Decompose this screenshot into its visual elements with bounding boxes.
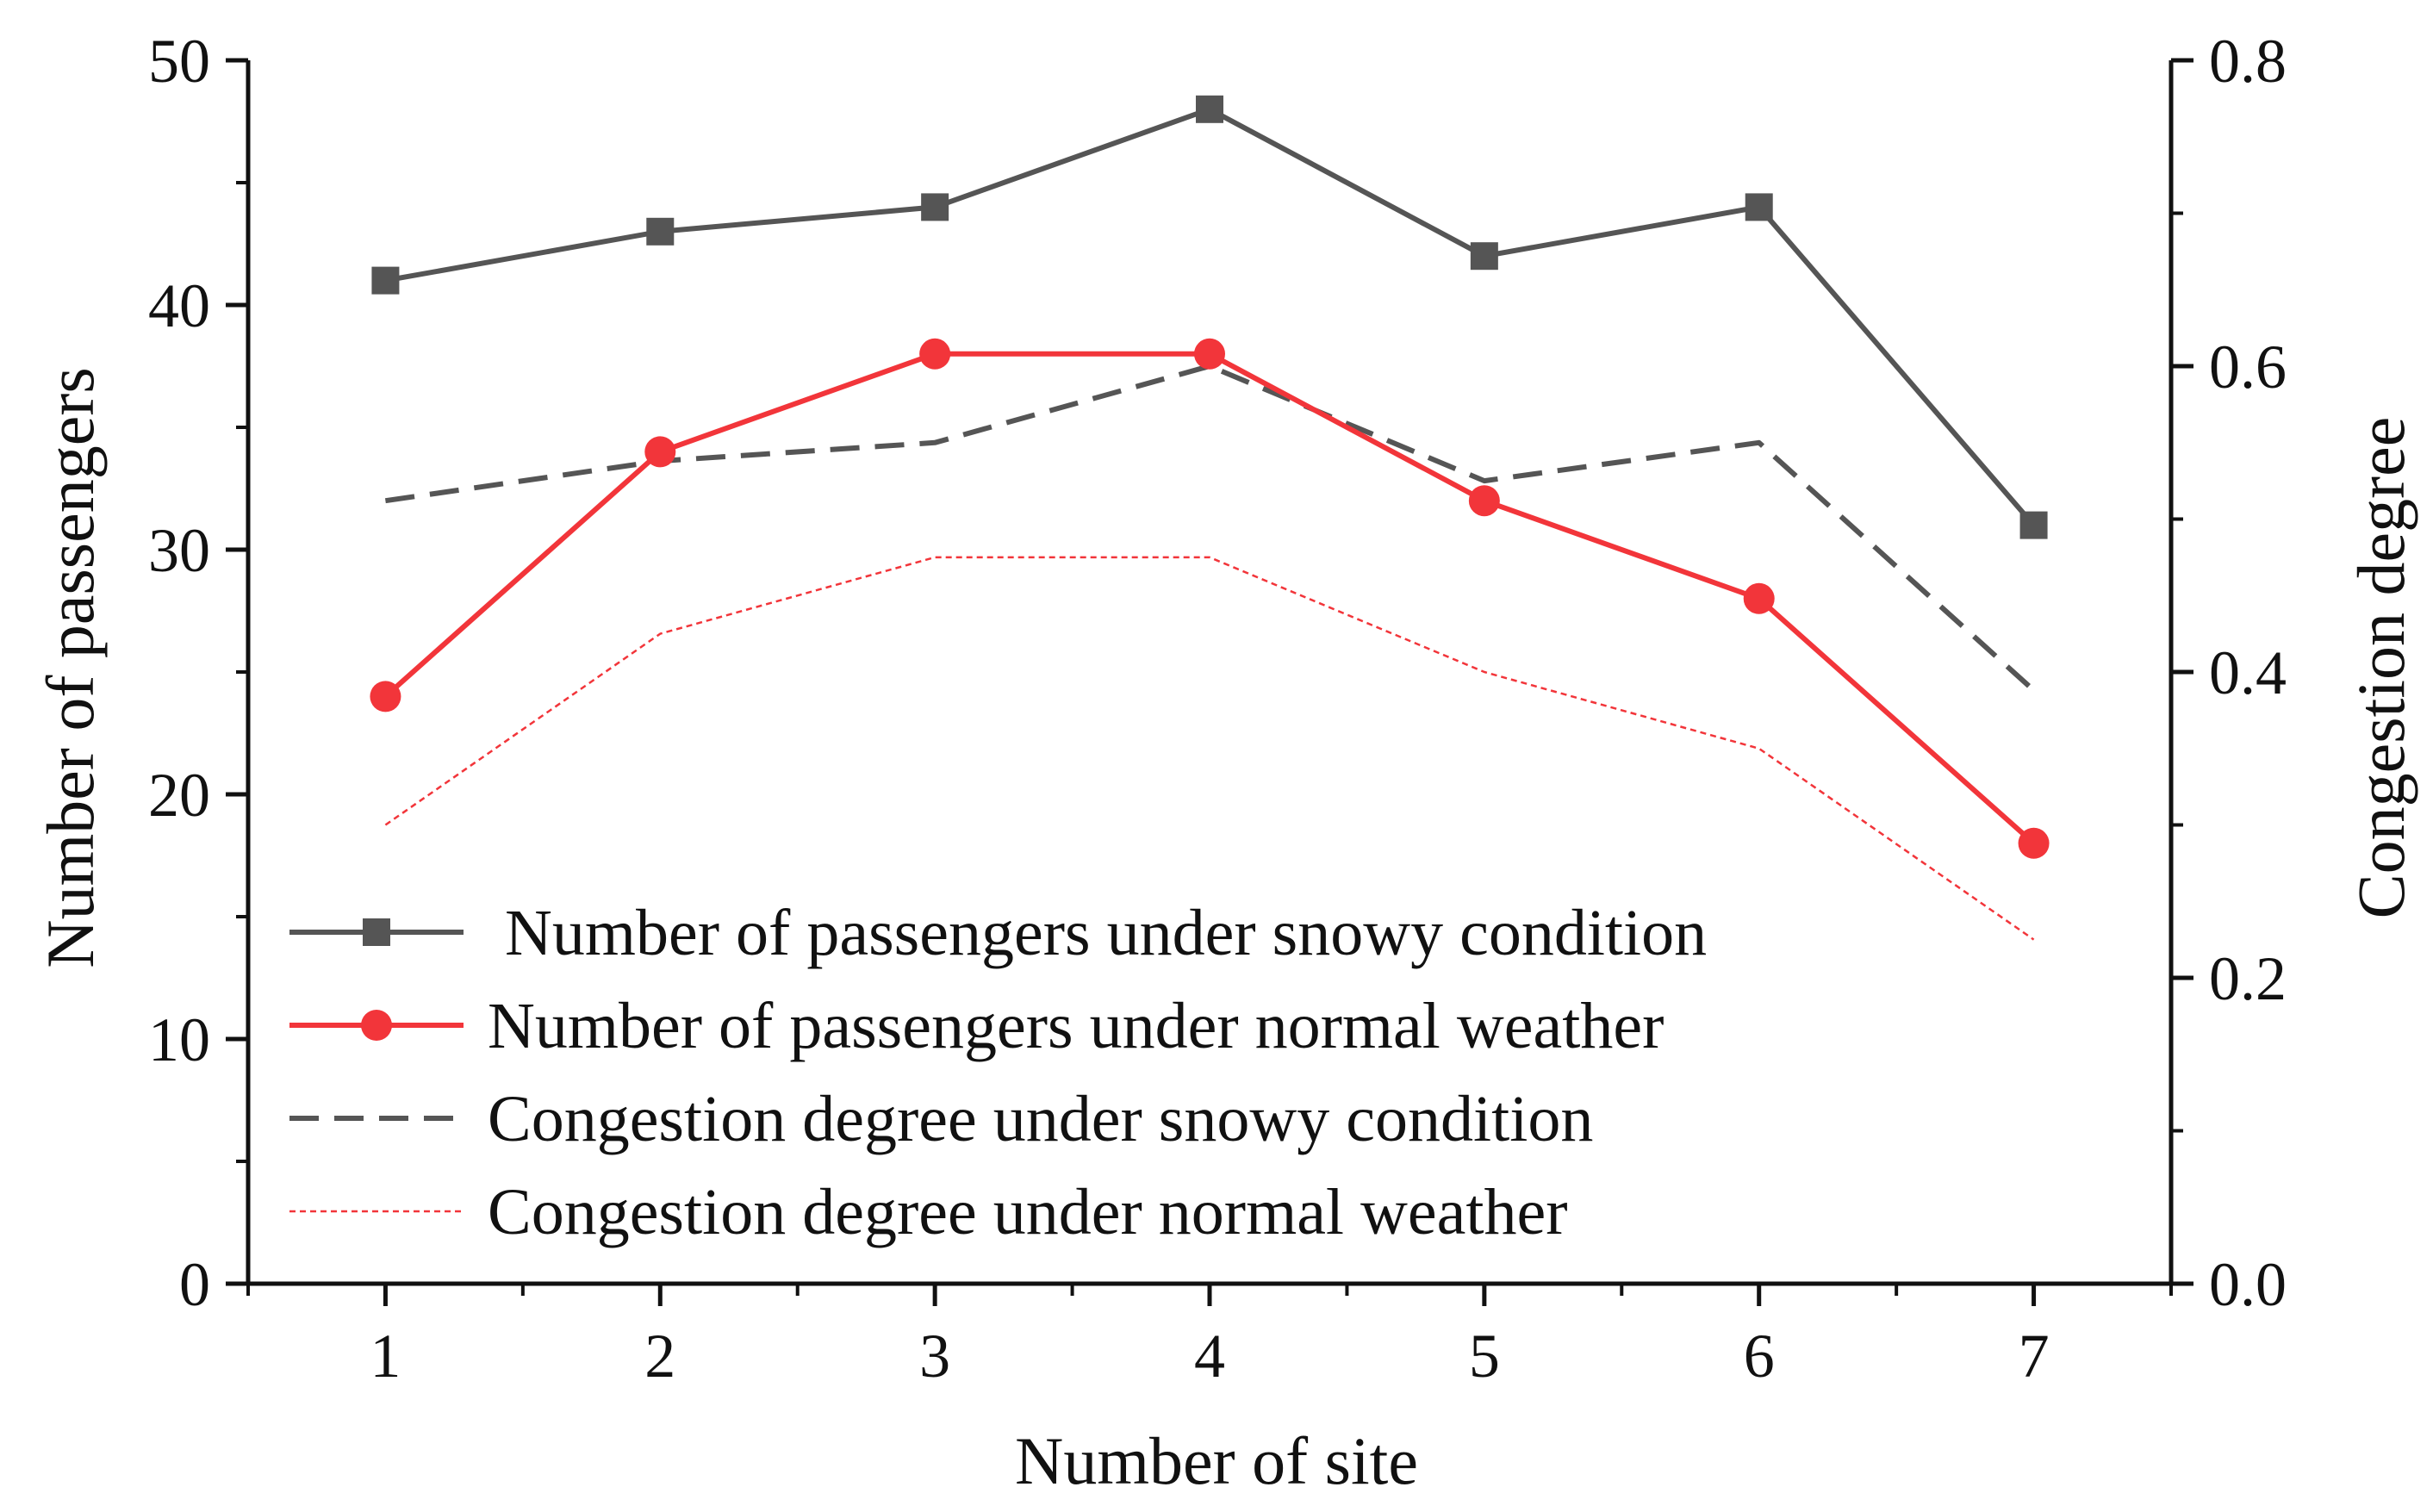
series-2-point [1194, 338, 1225, 370]
series-2-point [1468, 485, 1500, 517]
series-line-4 [384, 556, 2035, 941]
x-axis-title: Number of site [1015, 1423, 1418, 1498]
series-1-point [646, 217, 675, 246]
y-tick-label: 30 [148, 516, 210, 585]
y2-tick-label: 0.0 [2209, 1250, 2287, 1319]
series-1-point [2019, 511, 2048, 539]
series-2-point [1743, 582, 1775, 614]
x-tick-label: 3 [919, 1322, 950, 1391]
y-axis-title: Number of passengers [33, 367, 108, 968]
series-1-point [1745, 193, 1773, 221]
series-1-point [921, 193, 949, 221]
legend-label-2: Number of passengers under normal weathe… [488, 990, 1664, 1062]
y2-tick-label: 0.6 [2209, 333, 2287, 401]
y-tick-label: 0 [179, 1250, 210, 1319]
x-tick-label: 7 [2019, 1322, 2050, 1391]
series-2-point [919, 338, 951, 370]
y-tick-label: 10 [148, 1005, 210, 1074]
series-group [370, 95, 2050, 941]
x-tick-label: 1 [370, 1322, 401, 1391]
legend-label-3: Congestion degree under snowy condition [488, 1083, 1593, 1155]
y-tick-label: 40 [148, 271, 210, 340]
y2-axis-title: Congestion degree [2343, 417, 2418, 919]
x-tick-label: 5 [1469, 1322, 1500, 1391]
legend-marker-1 [363, 918, 390, 946]
y2-tick-label: 0.2 [2209, 944, 2287, 1013]
x-tick-label: 4 [1194, 1322, 1225, 1391]
series-2-point [370, 681, 401, 712]
legend-marker-2 [361, 1010, 392, 1041]
series-2-point [2018, 827, 2050, 859]
series-2-point [644, 436, 676, 468]
y2-tick-label: 0.8 [2209, 27, 2287, 96]
x-tick-label: 6 [1744, 1322, 1775, 1391]
series-1-point [1470, 242, 1498, 271]
legend-label-1: Number of passengers under snowy conditi… [505, 897, 1707, 969]
legend: Number of passengers under snowy conditi… [289, 897, 1707, 1248]
series-1-point [371, 266, 400, 295]
x-tick-label: 2 [644, 1322, 675, 1391]
axes-group: 1 2 3 4 5 6 7 0 10 20 30 40 50 0.0 0.2 0.4 0.6 0.8 [148, 27, 2287, 1391]
series-1-point [1196, 95, 1223, 123]
y-tick-label: 50 [148, 27, 210, 96]
y2-tick-label: 0.4 [2209, 638, 2287, 707]
y-tick-label: 20 [148, 761, 210, 830]
legend-label-4: Congestion degree under normal weather [488, 1176, 1568, 1248]
